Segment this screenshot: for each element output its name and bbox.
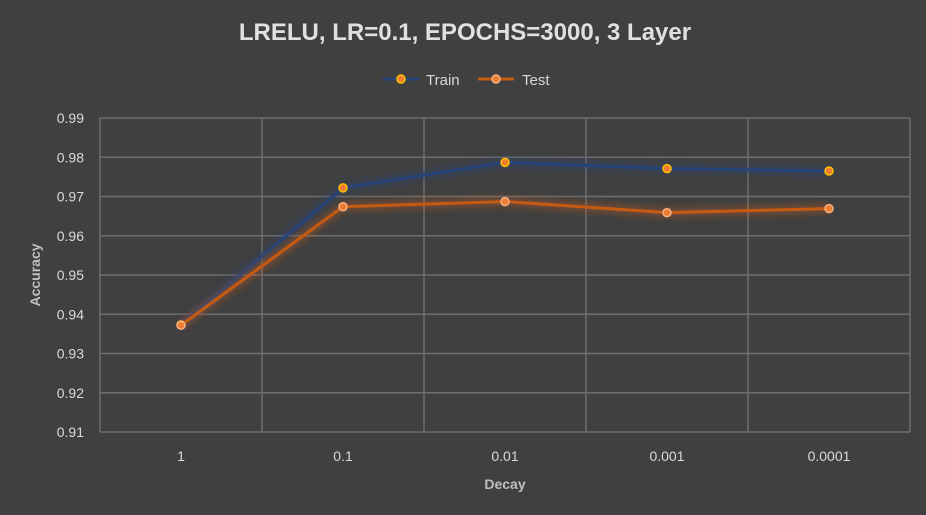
series-train: [176, 157, 834, 330]
data-point: [662, 207, 672, 218]
series-glow: [178, 196, 830, 330]
x-tick-label: 0.01: [491, 448, 518, 464]
legend: Train Test: [383, 72, 550, 89]
legend-label: Test: [522, 72, 550, 89]
x-tick-label: 0.001: [649, 448, 684, 464]
y-tick-label: 0.94: [57, 306, 84, 322]
data-point: [500, 196, 510, 207]
y-tick-label: 0.98: [57, 149, 84, 165]
y-tick-label: 0.97: [57, 189, 84, 205]
y-axis-title: Accuracy: [27, 243, 43, 306]
data-point: [824, 203, 834, 214]
legend-label: Train: [426, 72, 460, 89]
y-tick-label: 0.95: [57, 267, 84, 283]
data-point: [338, 183, 348, 193]
series-test: [176, 196, 834, 330]
y-tick-label: 0.99: [57, 110, 84, 126]
y-tick-label: 0.93: [57, 346, 84, 362]
chart-title: LRELU, LR=0.1, EPOCHS=3000, 3 Layer: [239, 19, 691, 46]
data-point: [500, 157, 510, 168]
x-tick-label: 0.0001: [808, 448, 851, 464]
y-tick-label: 0.96: [57, 228, 84, 244]
y-axis-ticks: 0.91 0.92 0.93 0.94 0.95 0.96 0.97 0.98 0.99: [57, 110, 84, 440]
data-point: [176, 320, 186, 330]
x-axis-title: Decay: [484, 476, 525, 492]
x-tick-label: 0.1: [333, 448, 353, 464]
legend-marker: [396, 74, 406, 84]
legend-item-train: Train: [383, 72, 460, 89]
x-axis-ticks: 1 0.1 0.01 0.001 0.0001: [177, 448, 851, 464]
series: [176, 157, 834, 330]
y-tick-label: 0.91: [57, 424, 84, 440]
data-point: [824, 166, 834, 176]
y-tick-label: 0.92: [57, 385, 84, 401]
legend-item-test: Test: [478, 72, 550, 89]
legend-marker: [491, 74, 501, 84]
x-tick-label: 1: [177, 448, 185, 464]
series-line: [180, 200, 830, 327]
gridlines: [99, 117, 911, 433]
series-line: [180, 160, 830, 326]
data-point: [338, 201, 348, 212]
data-point: [662, 163, 672, 174]
